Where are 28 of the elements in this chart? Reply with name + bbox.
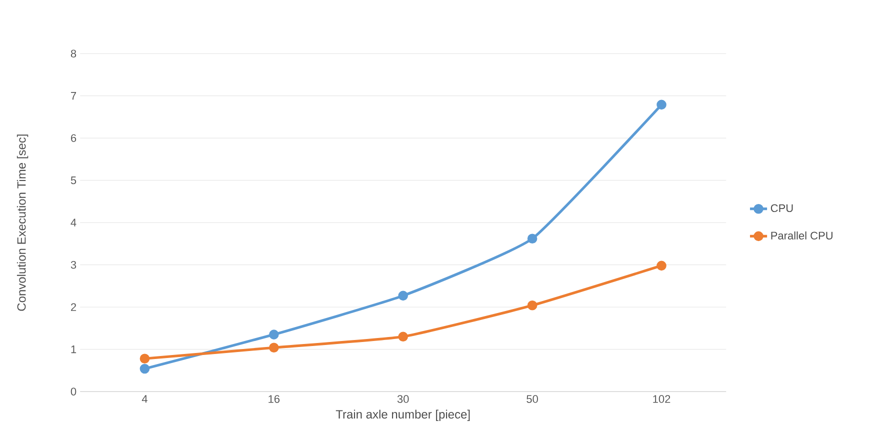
point <box>269 342 279 352</box>
y-tick-label: 0 <box>70 388 76 396</box>
x-tick-label: 102 <box>653 394 670 403</box>
point <box>140 354 150 364</box>
point <box>269 330 279 340</box>
point <box>527 234 538 244</box>
y-tick-label: 1 <box>71 345 76 353</box>
x-tick-label: 50 <box>526 394 538 403</box>
x-tick-label: 4 <box>142 394 148 403</box>
y-tick-label: 3 <box>70 260 76 269</box>
y-tick-label: 7 <box>71 92 76 100</box>
y-tick-label: 5 <box>70 176 76 184</box>
x-tick-label: 30 <box>397 394 409 403</box>
point <box>527 300 538 310</box>
y-tick-label: 4 <box>70 218 76 226</box>
y-tick-label: 6 <box>71 134 76 142</box>
point <box>398 290 408 300</box>
y-axis-title: Convolution Execution Time [sec] <box>16 134 28 311</box>
point <box>140 364 150 374</box>
legend-label: CPU <box>770 204 793 212</box>
point <box>656 100 666 110</box>
x-axis-title: Train axle number [piece] <box>336 410 470 421</box>
y-tick-label: 8 <box>70 50 76 58</box>
x-tick-label: 16 <box>268 394 280 403</box>
legend-label: Parallel CPU <box>771 231 832 240</box>
point <box>398 332 408 342</box>
point <box>656 260 666 270</box>
y-tick-label: 2 <box>71 303 76 311</box>
